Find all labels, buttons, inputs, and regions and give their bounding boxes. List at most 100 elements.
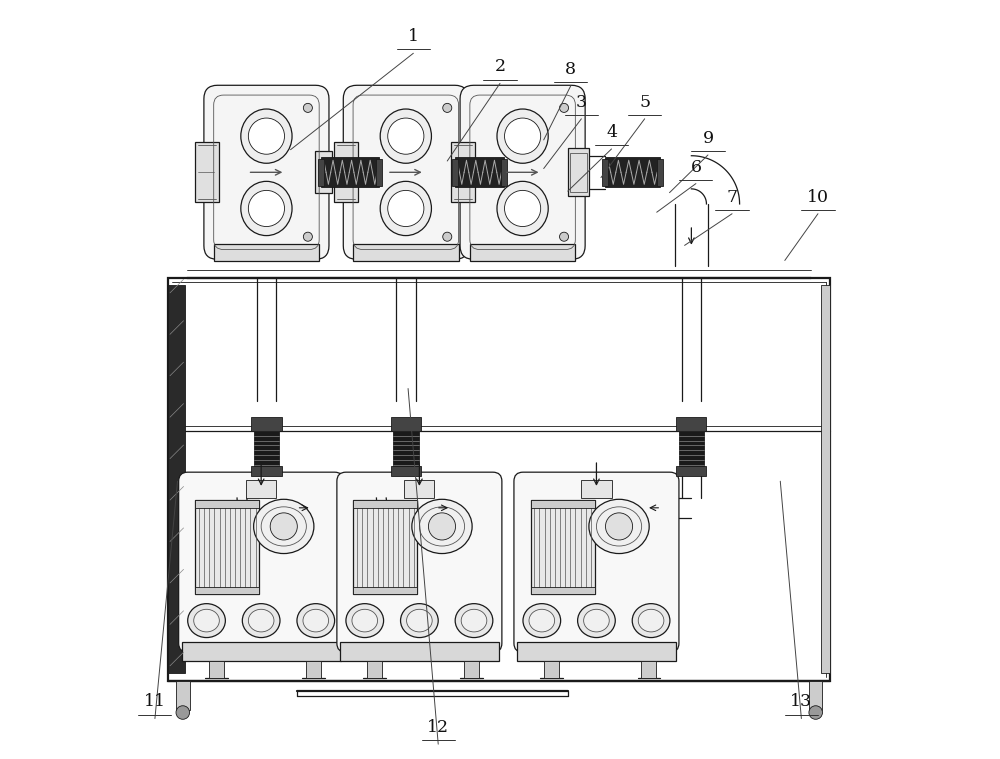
Ellipse shape: [188, 603, 225, 638]
Ellipse shape: [407, 609, 432, 632]
Circle shape: [248, 118, 285, 154]
Text: 10: 10: [807, 189, 829, 206]
Bar: [251, 417, 282, 431]
FancyBboxPatch shape: [514, 472, 679, 652]
Bar: [353, 244, 459, 261]
FancyBboxPatch shape: [179, 472, 344, 652]
Bar: [209, 661, 224, 678]
Text: 12: 12: [427, 719, 449, 736]
Bar: [641, 661, 656, 678]
Bar: [602, 159, 608, 186]
Bar: [251, 465, 282, 476]
Bar: [321, 157, 379, 187]
Text: 2: 2: [494, 58, 506, 75]
Text: 3: 3: [576, 93, 587, 111]
Text: 5: 5: [639, 93, 650, 111]
Bar: [517, 641, 676, 661]
Bar: [451, 142, 475, 203]
Text: 11: 11: [144, 694, 166, 710]
Ellipse shape: [497, 181, 548, 235]
Bar: [353, 500, 417, 508]
Circle shape: [809, 706, 822, 720]
Bar: [168, 285, 185, 673]
Bar: [315, 151, 332, 194]
Bar: [470, 244, 575, 261]
Bar: [531, 500, 595, 594]
Bar: [353, 587, 417, 594]
Ellipse shape: [241, 181, 292, 235]
Ellipse shape: [529, 609, 555, 632]
Bar: [605, 157, 660, 187]
Bar: [340, 641, 499, 661]
Bar: [318, 159, 324, 186]
Bar: [455, 151, 471, 194]
Circle shape: [605, 513, 633, 540]
Bar: [195, 500, 259, 508]
Ellipse shape: [248, 609, 274, 632]
FancyBboxPatch shape: [337, 472, 502, 652]
FancyBboxPatch shape: [460, 85, 585, 260]
Bar: [254, 427, 279, 468]
Text: 7: 7: [726, 189, 738, 206]
Ellipse shape: [589, 499, 649, 553]
Ellipse shape: [241, 109, 292, 163]
Ellipse shape: [194, 609, 219, 632]
Circle shape: [248, 191, 285, 226]
Circle shape: [303, 103, 312, 112]
Bar: [657, 159, 663, 186]
Bar: [821, 285, 830, 673]
Ellipse shape: [352, 609, 378, 632]
Bar: [353, 500, 417, 594]
Ellipse shape: [254, 499, 314, 553]
Bar: [404, 480, 434, 498]
Circle shape: [176, 706, 190, 720]
Bar: [570, 153, 587, 192]
Bar: [679, 427, 704, 468]
Ellipse shape: [461, 609, 487, 632]
Bar: [195, 587, 259, 594]
Ellipse shape: [412, 499, 472, 553]
Circle shape: [560, 232, 569, 241]
Bar: [391, 417, 421, 431]
Bar: [195, 500, 259, 594]
Bar: [809, 681, 822, 710]
Bar: [676, 465, 706, 476]
Ellipse shape: [523, 603, 561, 638]
Bar: [214, 244, 319, 261]
Bar: [568, 148, 589, 197]
Circle shape: [388, 118, 424, 154]
Ellipse shape: [401, 603, 438, 638]
Ellipse shape: [632, 603, 670, 638]
Text: 1: 1: [408, 28, 419, 46]
Bar: [531, 587, 595, 594]
Bar: [581, 480, 612, 498]
Circle shape: [270, 513, 297, 540]
Bar: [676, 417, 706, 431]
Ellipse shape: [303, 609, 329, 632]
Ellipse shape: [380, 181, 431, 235]
Bar: [464, 661, 479, 678]
Ellipse shape: [380, 109, 431, 163]
Ellipse shape: [578, 603, 615, 638]
Bar: [501, 159, 507, 186]
Bar: [334, 142, 358, 203]
Text: 4: 4: [606, 124, 617, 141]
Bar: [572, 151, 588, 194]
Circle shape: [443, 103, 452, 112]
Bar: [393, 427, 419, 468]
Ellipse shape: [297, 603, 335, 638]
Circle shape: [388, 191, 424, 226]
Ellipse shape: [497, 109, 548, 163]
Ellipse shape: [346, 603, 384, 638]
Circle shape: [303, 232, 312, 241]
Text: 8: 8: [565, 61, 576, 77]
Bar: [246, 480, 276, 498]
Bar: [544, 661, 559, 678]
Bar: [455, 157, 504, 187]
Ellipse shape: [242, 603, 280, 638]
Ellipse shape: [455, 603, 493, 638]
Text: 6: 6: [690, 159, 701, 175]
Ellipse shape: [638, 609, 664, 632]
Bar: [176, 681, 190, 710]
Bar: [168, 278, 830, 681]
